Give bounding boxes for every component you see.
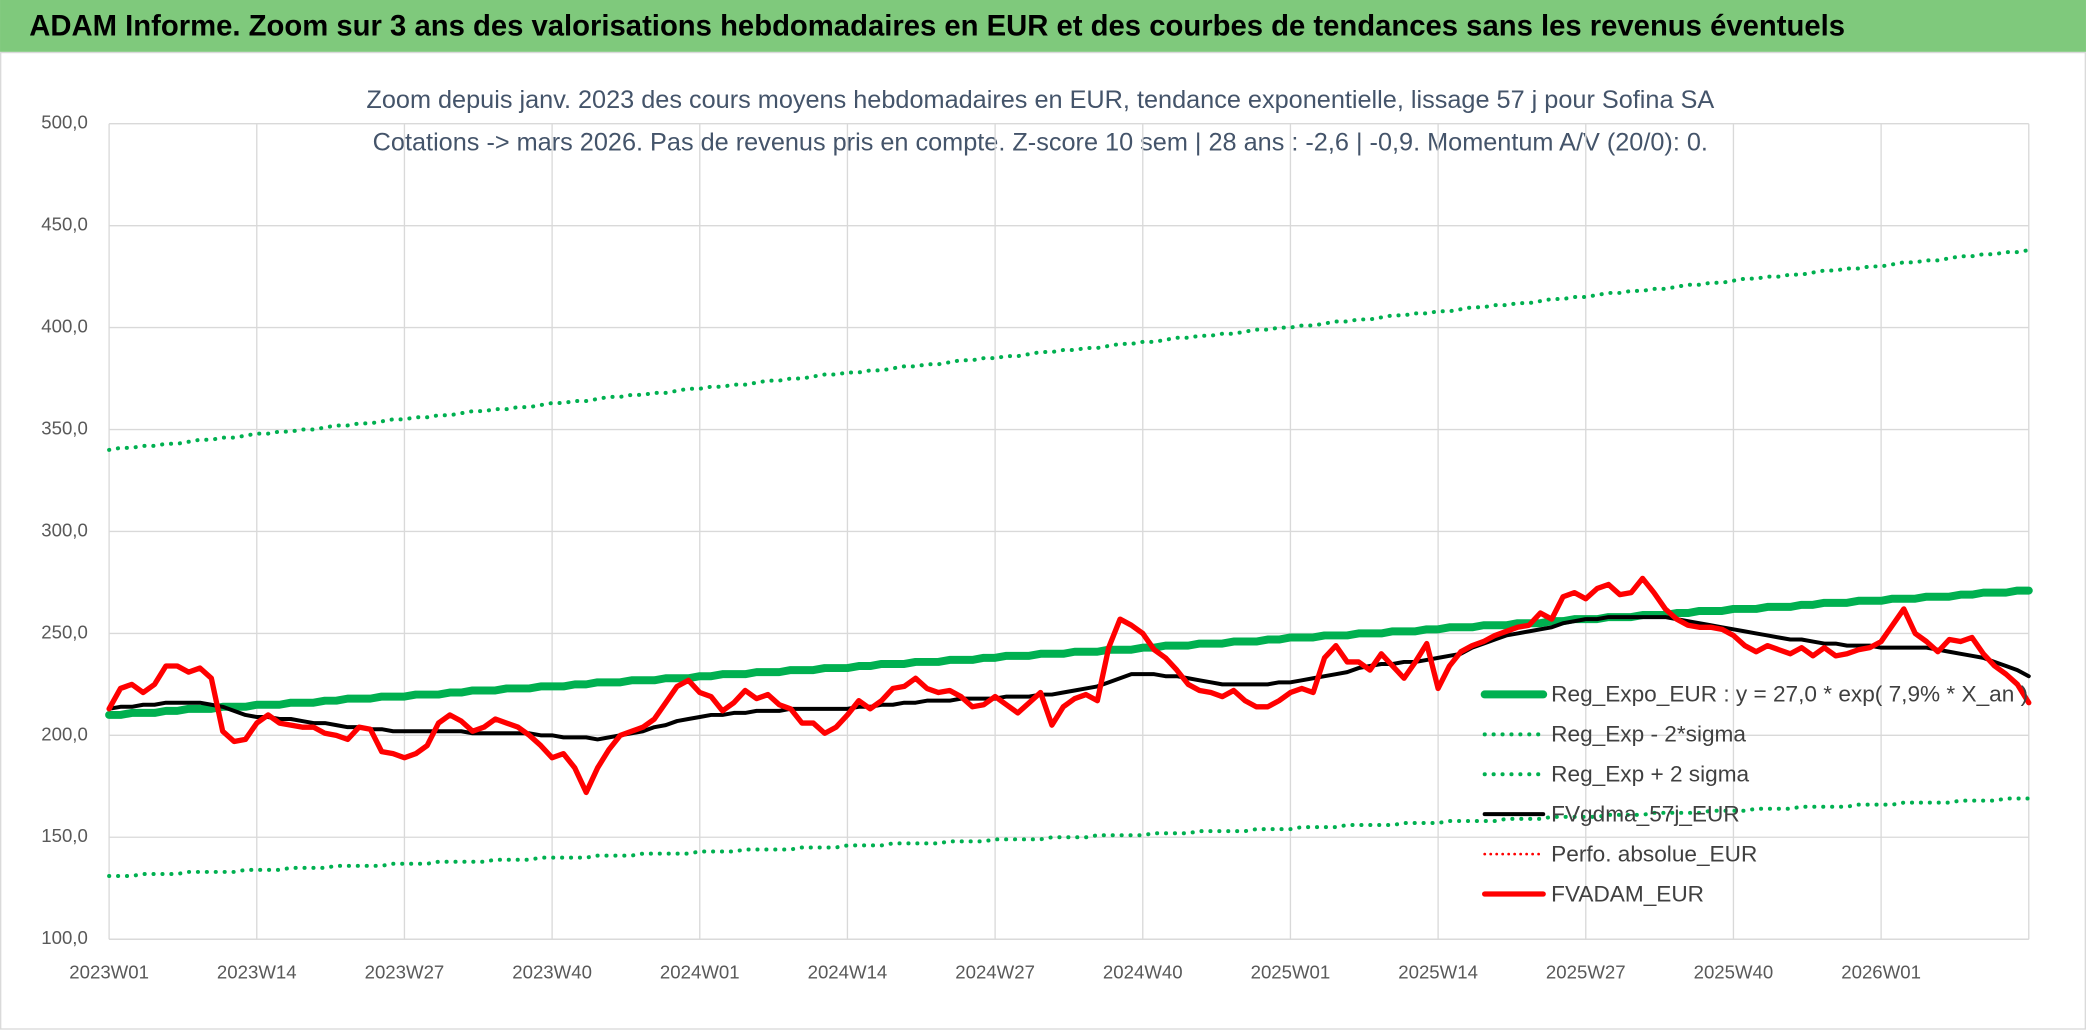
x-tick-label: 2023W14 xyxy=(217,962,297,983)
x-tick-label: 2023W27 xyxy=(365,962,445,983)
y-tick-label: 100,0 xyxy=(41,927,88,948)
x-tick-label: 2023W01 xyxy=(69,962,149,983)
chart-subtitle: Cotations -> mars 2026. Pas de revenus p… xyxy=(373,128,1708,156)
chart-title: Zoom depuis janv. 2023 des cours moyens … xyxy=(366,86,1714,114)
y-tick-label: 450,0 xyxy=(41,214,88,235)
legend-label: Reg_Exp + 2 sigma xyxy=(1551,762,1749,787)
x-tick-label: 2025W14 xyxy=(1398,962,1478,983)
chart-border xyxy=(0,51,2086,1030)
series-line xyxy=(105,586,2033,719)
legend-label: Perfo. absolue_EUR xyxy=(1551,841,1757,866)
x-tick-label: 2026W01 xyxy=(1841,962,1921,983)
x-tick-label: 2024W27 xyxy=(955,962,1035,983)
y-tick-label: 350,0 xyxy=(41,417,88,438)
x-tick-label: 2023W40 xyxy=(512,962,592,983)
x-tick-label: 2024W14 xyxy=(808,962,888,983)
x-tick-label: 2025W27 xyxy=(1546,962,1626,983)
y-tick-label: 250,0 xyxy=(41,621,88,642)
x-tick-label: 2025W40 xyxy=(1694,962,1774,983)
y-tick-label: 400,0 xyxy=(41,316,88,337)
y-tick-label: 150,0 xyxy=(41,825,88,846)
series-line xyxy=(107,796,2031,878)
x-tick-label: 2025W01 xyxy=(1251,962,1331,983)
x-tick-label: 2024W40 xyxy=(1103,962,1183,983)
series-line xyxy=(106,575,2032,796)
legend-label: Reg_Exp - 2*sigma xyxy=(1551,722,1746,747)
legend-label: FVgdma_57j_EUR xyxy=(1551,801,1740,826)
series-line xyxy=(107,248,2031,452)
legend-label: Reg_Expo_EUR : y = 27,0 * exp( 7,9% * X_… xyxy=(1551,682,2028,707)
y-tick-label: 300,0 xyxy=(41,519,88,540)
banner-title: ADAM Informe. Zoom sur 3 ans des valoris… xyxy=(29,11,1845,43)
y-tick-label: 500,0 xyxy=(41,112,88,133)
legend-label: FVADAM_EUR xyxy=(1551,881,1704,906)
y-tick-label: 200,0 xyxy=(41,723,88,744)
x-tick-label: 2024W01 xyxy=(660,962,740,983)
banner xyxy=(0,0,2086,52)
